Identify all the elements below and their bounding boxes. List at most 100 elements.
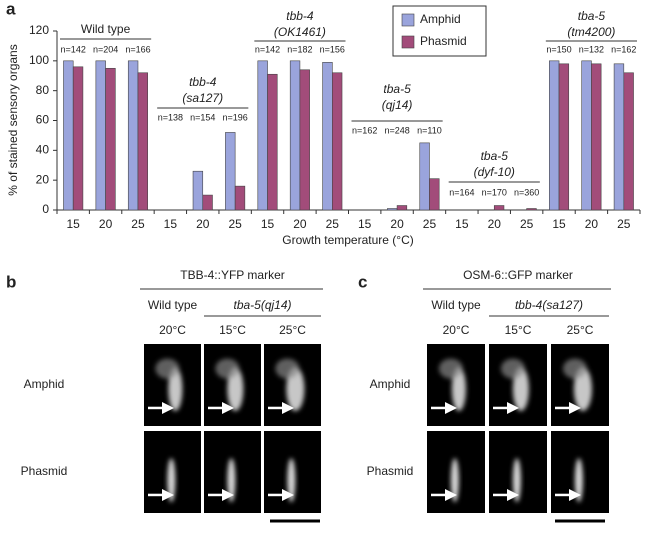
bar bbox=[526, 208, 537, 211]
n-label: n=142 bbox=[255, 44, 280, 54]
bar bbox=[332, 72, 343, 211]
glow bbox=[167, 458, 176, 503]
panel-letter: c bbox=[358, 272, 367, 291]
x-tick-label: 15 bbox=[67, 217, 81, 231]
legend-label: Amphid bbox=[420, 12, 461, 26]
y-tick-label: 40 bbox=[36, 143, 50, 157]
x-tick-label: 25 bbox=[131, 217, 145, 231]
group-label: tbb-4 bbox=[286, 9, 314, 23]
bar bbox=[72, 66, 84, 211]
y-tick-label: 100 bbox=[29, 53, 49, 67]
n-label: n=110 bbox=[417, 125, 442, 135]
n-label: n=360 bbox=[514, 187, 539, 197]
n-label: n=150 bbox=[546, 44, 571, 54]
group-label: (dyf-10) bbox=[474, 165, 515, 179]
glow bbox=[450, 458, 459, 503]
bar bbox=[396, 205, 408, 211]
x-axis-label: Growth temperature (°C) bbox=[282, 233, 414, 247]
bar bbox=[558, 63, 570, 211]
group-label: (OK1461) bbox=[274, 25, 326, 39]
bar bbox=[613, 63, 625, 211]
legend-label: Phasmid bbox=[420, 34, 467, 48]
y-tick-label: 120 bbox=[29, 23, 49, 37]
arrow-head bbox=[569, 488, 581, 501]
y-tick-label: 20 bbox=[36, 172, 50, 186]
panel-title: OSM-6::GFP marker bbox=[463, 268, 573, 282]
bar bbox=[429, 178, 440, 211]
x-tick-label: 20 bbox=[293, 217, 307, 231]
row-label: Phasmid bbox=[367, 464, 414, 478]
x-tick-label: 20 bbox=[585, 217, 599, 231]
group-label: tba-5 bbox=[383, 82, 411, 96]
arrow-head bbox=[507, 401, 519, 414]
arrow-head bbox=[162, 401, 174, 414]
x-tick-label: 20 bbox=[488, 217, 502, 231]
column-header: Wild type bbox=[431, 298, 481, 312]
bar bbox=[591, 63, 602, 211]
panel-letter: a bbox=[6, 0, 16, 18]
n-label: n=132 bbox=[579, 44, 604, 54]
glow bbox=[438, 358, 463, 379]
x-tick-label: 20 bbox=[196, 217, 210, 231]
temperature: 20°C bbox=[159, 323, 186, 337]
bar bbox=[192, 170, 204, 211]
y-tick-label: 0 bbox=[42, 202, 49, 216]
row-label: Amphid bbox=[370, 377, 411, 391]
glow bbox=[227, 367, 244, 412]
bar bbox=[105, 67, 116, 211]
bar bbox=[234, 185, 246, 211]
y-tick-label: 80 bbox=[36, 83, 50, 97]
arrow-head bbox=[445, 401, 457, 414]
bar bbox=[225, 132, 236, 211]
bar bbox=[549, 60, 560, 211]
column-header: Wild type bbox=[148, 298, 198, 312]
y-tick-label: 60 bbox=[36, 113, 50, 127]
y-axis-label: % of stained sensory organs bbox=[6, 44, 20, 195]
signal bbox=[287, 458, 296, 503]
arrow-head bbox=[445, 488, 457, 501]
signal bbox=[562, 358, 592, 412]
arrow-head bbox=[569, 401, 581, 414]
signal bbox=[275, 358, 305, 412]
x-tick-label: 20 bbox=[99, 217, 113, 231]
bar bbox=[493, 205, 505, 211]
glow bbox=[155, 358, 180, 379]
n-label: n=156 bbox=[320, 44, 345, 54]
n-label: n=142 bbox=[61, 44, 86, 54]
arrow-head bbox=[162, 488, 174, 501]
group-label: Wild type bbox=[81, 22, 131, 36]
x-tick-label: 20 bbox=[390, 217, 404, 231]
arrow-head bbox=[222, 401, 234, 414]
glow bbox=[512, 367, 529, 412]
signal bbox=[450, 458, 459, 503]
temperature: 20°C bbox=[443, 323, 470, 337]
group-label: (tm4200) bbox=[567, 25, 615, 39]
glow bbox=[451, 367, 466, 412]
bar bbox=[127, 60, 139, 211]
x-tick-label: 25 bbox=[423, 217, 437, 231]
x-tick-label: 15 bbox=[358, 217, 372, 231]
bar bbox=[95, 60, 106, 211]
column-header: tba-5(qj14) bbox=[233, 298, 291, 312]
bar bbox=[299, 69, 310, 211]
temperature: 15°C bbox=[219, 323, 246, 337]
legend-swatch bbox=[401, 13, 415, 27]
arrow-head bbox=[282, 401, 294, 414]
signal bbox=[215, 358, 244, 412]
row-label: Phasmid bbox=[21, 464, 68, 478]
bar bbox=[419, 142, 430, 211]
x-tick-label: 25 bbox=[520, 217, 534, 231]
bar bbox=[387, 208, 398, 211]
n-label: n=154 bbox=[190, 112, 215, 122]
n-label: n=138 bbox=[158, 112, 183, 122]
arrow-head bbox=[222, 488, 234, 501]
x-tick-label: 15 bbox=[552, 217, 566, 231]
glow bbox=[574, 458, 583, 503]
x-tick-label: 15 bbox=[261, 217, 275, 231]
signal bbox=[512, 458, 521, 503]
x-tick-label: 25 bbox=[326, 217, 340, 231]
column-header: tbb-4(sa127) bbox=[515, 298, 583, 312]
group-label: tba-5 bbox=[481, 149, 509, 163]
glow bbox=[168, 367, 183, 412]
